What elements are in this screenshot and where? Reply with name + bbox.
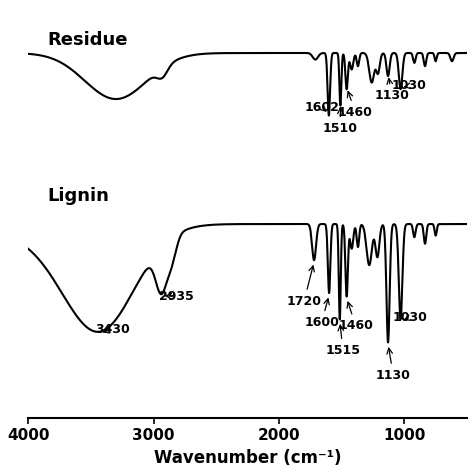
X-axis label: Wavenumber (cm⁻¹): Wavenumber (cm⁻¹): [154, 449, 341, 467]
Text: 3430: 3430: [95, 323, 129, 336]
Text: 1130: 1130: [374, 79, 409, 102]
Text: 1030: 1030: [392, 311, 427, 324]
Text: Lignin: Lignin: [47, 187, 109, 205]
Text: Residue: Residue: [47, 31, 128, 49]
Text: 2935: 2935: [159, 290, 193, 303]
Text: 1602: 1602: [304, 101, 339, 114]
Text: 1600: 1600: [304, 299, 339, 329]
Text: 1460: 1460: [338, 91, 373, 119]
Text: 1515: 1515: [326, 325, 360, 357]
Text: 1130: 1130: [376, 348, 411, 382]
Text: 1720: 1720: [287, 266, 321, 308]
Text: 1510: 1510: [323, 108, 358, 135]
Text: 1460: 1460: [338, 302, 373, 332]
Text: 1030: 1030: [392, 80, 427, 92]
